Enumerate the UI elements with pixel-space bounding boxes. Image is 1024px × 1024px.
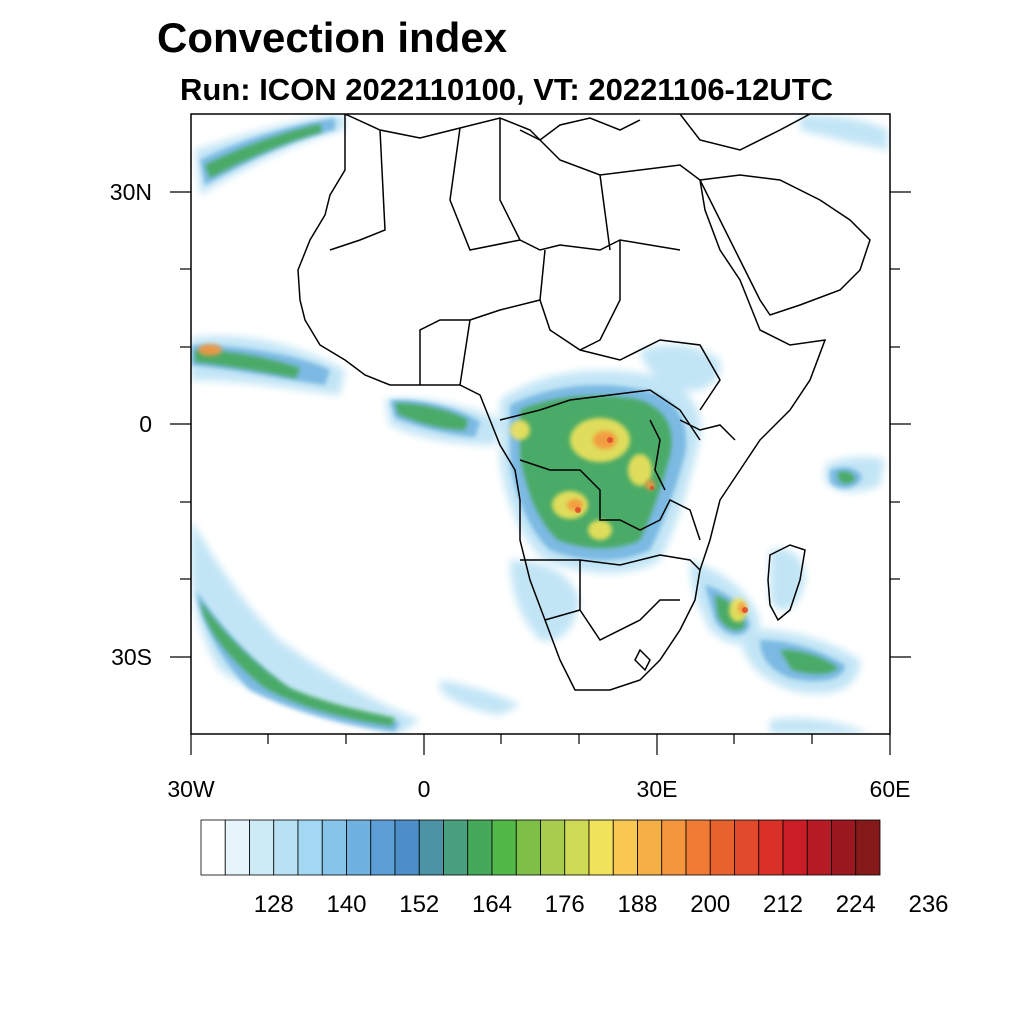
map-subtitle: Run: ICON 2022110100, VT: 20221106-12UTC bbox=[180, 72, 834, 107]
colorbar-tick-label: 140 bbox=[326, 891, 366, 918]
colorbar-swatch bbox=[370, 819, 396, 876]
colorbar-swatch bbox=[491, 819, 517, 876]
axis-labels: 30W 0 30E 60E 30N 0 30S bbox=[110, 179, 911, 802]
colorbar-swatch bbox=[637, 819, 663, 876]
colorbar-swatch bbox=[758, 819, 784, 876]
x-tick-label: 30E bbox=[637, 776, 678, 802]
y-tick-label: 30N bbox=[110, 179, 152, 205]
colorbar-tick-label: 200 bbox=[690, 891, 730, 918]
tick-marks bbox=[170, 191, 911, 755]
colorbar-swatch bbox=[418, 819, 444, 876]
y-tick-label: 0 bbox=[139, 411, 152, 437]
y-tick-label: 30S bbox=[111, 644, 152, 670]
colorbar-swatch bbox=[782, 819, 808, 876]
colorbar-swatch bbox=[297, 819, 323, 876]
colorbar bbox=[200, 819, 881, 876]
colorbar-swatch bbox=[806, 819, 832, 876]
colorbar-swatch bbox=[249, 819, 275, 876]
colorbar-tick-label: 212 bbox=[763, 891, 803, 918]
colorbar-swatch bbox=[661, 819, 687, 876]
colorbar-swatch bbox=[588, 819, 614, 876]
colorbar-swatch bbox=[346, 819, 372, 876]
colorbar-tick-label: 188 bbox=[617, 891, 657, 918]
colorbar-swatch bbox=[564, 819, 590, 876]
colorbar-swatch bbox=[224, 819, 250, 876]
colorbar-tick-label: 224 bbox=[836, 891, 876, 918]
colorbar-swatch bbox=[734, 819, 760, 876]
colorbar-swatch bbox=[467, 819, 493, 876]
colorbar-swatch bbox=[540, 819, 566, 876]
colorbar-tick-label: 128 bbox=[254, 891, 294, 918]
colorbar-swatch bbox=[709, 819, 735, 876]
colorbar-tick-label: 176 bbox=[545, 891, 585, 918]
convection-field bbox=[191, 114, 888, 734]
colorbar-tick-label: 164 bbox=[472, 891, 512, 918]
colorbar-tick-label: 152 bbox=[399, 891, 439, 918]
colorbar-swatch bbox=[394, 819, 420, 876]
map-title: Convection index bbox=[157, 14, 508, 61]
coastlines-borders bbox=[297, 114, 871, 691]
x-tick-label: 60E bbox=[870, 776, 911, 802]
colorbar-swatch bbox=[831, 819, 857, 876]
colorbar-swatch bbox=[200, 819, 226, 876]
colorbar-tick-label: 236 bbox=[908, 891, 948, 918]
colorbar-swatch bbox=[321, 819, 347, 876]
colorbar-swatch bbox=[273, 819, 299, 876]
colorbar-swatch bbox=[443, 819, 469, 876]
colorbar-swatch bbox=[515, 819, 541, 876]
x-tick-label: 30W bbox=[167, 776, 215, 802]
colorbar-swatch bbox=[612, 819, 638, 876]
colorbar-labels: 128 140 152 164 176 188 200 212 224 236 bbox=[254, 891, 949, 918]
colorbar-swatch bbox=[855, 819, 881, 876]
colorbar-swatch bbox=[685, 819, 711, 876]
x-tick-label: 0 bbox=[418, 776, 431, 802]
